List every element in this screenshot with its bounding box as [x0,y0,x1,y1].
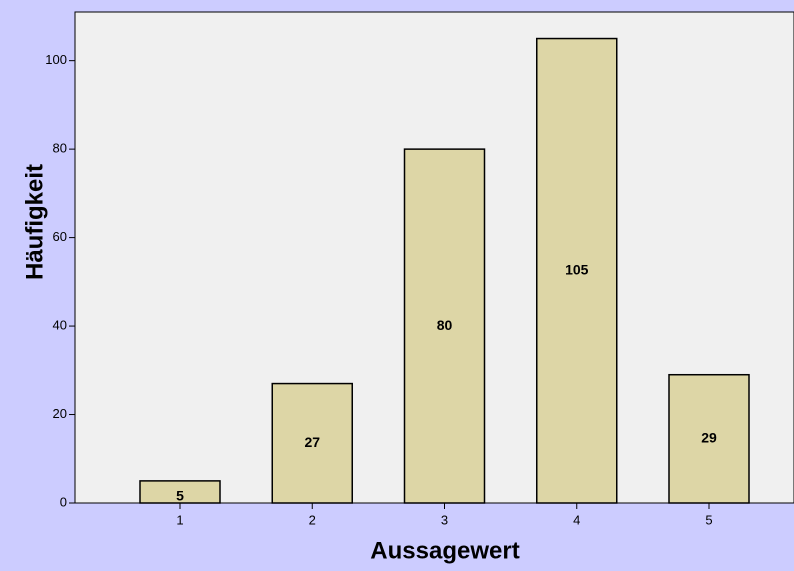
x-tick-label: 2 [309,512,316,527]
y-tick-label: 100 [45,52,67,67]
x-tick-label: 3 [441,512,448,527]
x-tick-label: 4 [573,512,580,527]
bar [536,37,618,504]
data-label: 105 [565,261,589,277]
data-label: 29 [701,430,717,446]
y-tick-label: 80 [53,141,67,156]
y-tick-label: 40 [53,318,67,333]
bar [139,480,221,504]
bar [668,373,750,504]
bar [403,148,486,504]
y-tick-label: 0 [60,494,67,509]
y-tick-label: 60 [53,229,67,244]
data-label: 5 [176,488,184,504]
data-label: 80 [437,317,453,333]
x-axis-title: Aussagewert [370,537,519,564]
bar [271,382,353,504]
data-label: 27 [304,434,320,450]
y-tick-label: 20 [53,406,67,421]
x-tick-label: 5 [705,512,712,527]
y-axis-title: Häufigkeit [21,164,48,280]
x-tick-label: 1 [176,512,183,527]
